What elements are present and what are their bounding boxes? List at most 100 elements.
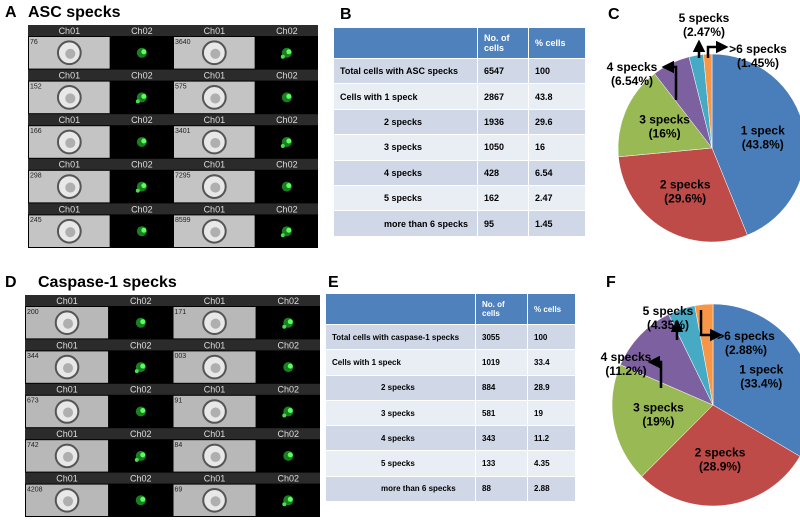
speck	[286, 183, 292, 189]
cell-nucleus	[210, 363, 221, 374]
table-cell: 19	[527, 399, 576, 427]
table-cell	[333, 27, 478, 59]
cell-nucleus	[63, 407, 74, 418]
channel-label: Ch02	[278, 429, 300, 439]
table-cell: 2 specks	[333, 108, 478, 136]
table-row: Cells with 1 speck 2867 43.8	[333, 83, 586, 110]
table-cell: 133	[475, 450, 528, 477]
channel-header	[173, 69, 318, 81]
channel-header	[173, 203, 318, 215]
speck	[141, 138, 147, 144]
channel-label: Ch01	[56, 385, 78, 395]
cell-nucleus	[210, 93, 221, 104]
pie-slice	[711, 53, 800, 236]
label-arrow	[699, 310, 723, 342]
speck	[141, 227, 147, 233]
table-cell: 581	[475, 399, 528, 427]
channel-label: Ch02	[131, 160, 153, 170]
label-arrow	[706, 40, 729, 58]
table-cell: Cells with 1 speck	[333, 83, 478, 110]
slice-value-label: (4.35%)	[647, 318, 689, 332]
table-cell: 1936	[477, 108, 529, 136]
cell-id: 200	[27, 309, 39, 316]
channel-label: Ch01	[56, 340, 78, 350]
channel-header	[28, 203, 173, 215]
channel-label: Ch01	[59, 204, 81, 214]
channel-label: Ch02	[278, 296, 300, 306]
speck	[287, 452, 293, 458]
panel-label: B	[340, 6, 352, 23]
slice-label: 3 specks	[633, 401, 684, 415]
channel-label: Ch01	[204, 70, 226, 80]
cell-nucleus	[210, 182, 221, 193]
panel-label: C	[608, 6, 620, 23]
table-cell: 6547	[477, 57, 529, 85]
cell-id: 3401	[175, 128, 191, 135]
slice-value-label: (2.88%)	[725, 343, 767, 357]
pie-slice	[694, 303, 714, 406]
slice-value-label: (33.4%)	[740, 377, 782, 391]
speck	[140, 496, 146, 502]
channel-label: Ch01	[56, 429, 78, 439]
cell-id: 003	[175, 353, 187, 360]
table-cell: 95	[477, 210, 529, 237]
slice-value-label: (29.6%)	[664, 191, 706, 205]
speck	[286, 138, 292, 144]
label-arrow	[647, 355, 663, 388]
table-cell: more than 6 specks	[325, 475, 476, 503]
table-row: Total cells with caspase-1 specks 3055 100	[325, 323, 576, 351]
table-row: Total cells with ASC specks 6547 100	[333, 57, 586, 85]
speck	[280, 54, 285, 59]
table-cell: 11.2	[527, 425, 576, 452]
cell-id: 742	[27, 442, 39, 449]
table-cell: 343	[475, 425, 528, 452]
speck	[141, 49, 147, 55]
cell-id: 245	[30, 217, 42, 224]
slice-value-label: (11.2%)	[605, 364, 646, 378]
table-cell: No. of cells	[475, 293, 528, 325]
speck	[134, 369, 139, 374]
channel-header	[173, 114, 318, 126]
speck	[282, 502, 287, 507]
table-cell	[325, 293, 476, 325]
cell-id: 76	[30, 39, 38, 46]
table-cell: 88	[475, 475, 528, 503]
cell-id: 3640	[175, 39, 191, 46]
cell-id: 91	[175, 398, 183, 405]
table-cell: 428	[477, 159, 529, 186]
slice-value-label: (16%)	[649, 127, 681, 141]
table-cell: 162	[477, 184, 529, 212]
cell-id: 4208	[27, 486, 43, 493]
cell-nucleus	[63, 496, 74, 507]
cell-id: 8599	[175, 217, 191, 224]
cell-nucleus	[63, 363, 74, 374]
cell-nucleus	[65, 137, 76, 149]
table-cell: 29.6	[528, 108, 586, 136]
slice-label: 1 speck	[741, 123, 785, 137]
table-cell: 1019	[475, 349, 528, 376]
channel-header	[173, 25, 318, 36]
cell-id: 344	[27, 353, 39, 360]
speck	[135, 188, 140, 193]
table-cell: % cells	[527, 293, 576, 325]
cell-nucleus	[210, 48, 221, 59]
slice-label: 2 specks	[695, 445, 746, 459]
channel-label: Ch02	[130, 473, 152, 483]
speck	[287, 408, 293, 413]
channel-header	[25, 472, 173, 484]
speck	[141, 93, 147, 99]
table-row: more than 6 specks 95 1.45	[333, 210, 586, 237]
table-cell: 100	[527, 323, 576, 351]
pie-slice	[712, 303, 800, 457]
channel-header	[172, 295, 320, 306]
channel-label: Ch02	[130, 296, 152, 306]
cell-nucleus	[65, 182, 76, 193]
pie-slice	[611, 364, 714, 477]
pie-slice	[618, 147, 748, 243]
cell-nucleus	[63, 318, 74, 329]
channel-label: Ch01	[204, 160, 226, 170]
channel-label: Ch02	[131, 70, 153, 80]
channel-label: Ch02	[131, 26, 153, 36]
slice-value-label: (1.45%)	[737, 56, 779, 70]
